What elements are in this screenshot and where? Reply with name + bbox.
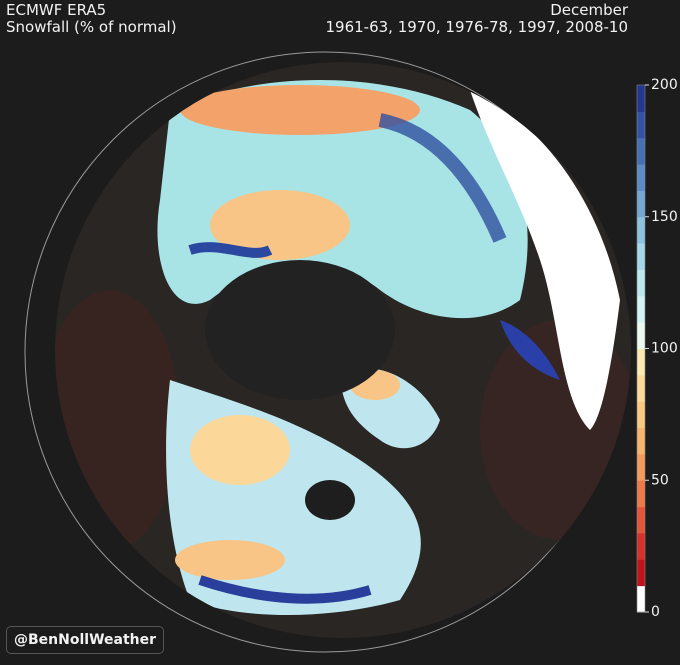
colorbar-segment xyxy=(637,559,645,587)
colorbar-tick-label: 200 xyxy=(651,77,678,93)
colorbar-segment xyxy=(637,137,645,165)
colorbar-segment xyxy=(637,401,645,429)
title: ECMWF ERA5 xyxy=(6,1,107,19)
colorbar-segment xyxy=(637,532,645,560)
colorbar-segment xyxy=(637,111,645,139)
colorbar-tick-label: 150 xyxy=(651,209,678,225)
colorbar-segment xyxy=(637,295,645,323)
colorbar-tick-label: 50 xyxy=(651,472,669,488)
month: December xyxy=(550,1,628,19)
header-left: ECMWF ERA5 Snowfall (% of normal) xyxy=(6,2,177,36)
globe xyxy=(55,62,631,638)
colorbar-segment xyxy=(637,190,645,218)
colorbar-tick-label: 0 xyxy=(651,604,660,620)
colorbar-segment xyxy=(637,585,645,613)
colorbar-segment xyxy=(637,480,645,508)
colorbar-segment xyxy=(637,164,645,191)
colorbar-segment xyxy=(637,374,645,402)
colorbar-segment xyxy=(637,453,645,481)
colorbar-segment xyxy=(637,243,645,270)
colorbar-segment xyxy=(637,506,645,534)
years: 1961-63, 1970, 1976-78, 1997, 2008-10 xyxy=(325,18,628,36)
colorbar-tick-label: 100 xyxy=(651,341,678,357)
colorbar-segment xyxy=(637,216,645,244)
colorbar-segment xyxy=(637,269,645,297)
colorbar-segment xyxy=(637,322,645,349)
credit: @BenNollWeather xyxy=(6,626,165,654)
colorbar-segment xyxy=(637,427,645,455)
header-right: December 1961-63, 1970, 1976-78, 1997, 2… xyxy=(325,2,628,36)
colorbar-segment xyxy=(637,85,645,112)
colorbar-segment xyxy=(637,348,645,376)
subtitle: Snowfall (% of normal) xyxy=(6,18,177,36)
